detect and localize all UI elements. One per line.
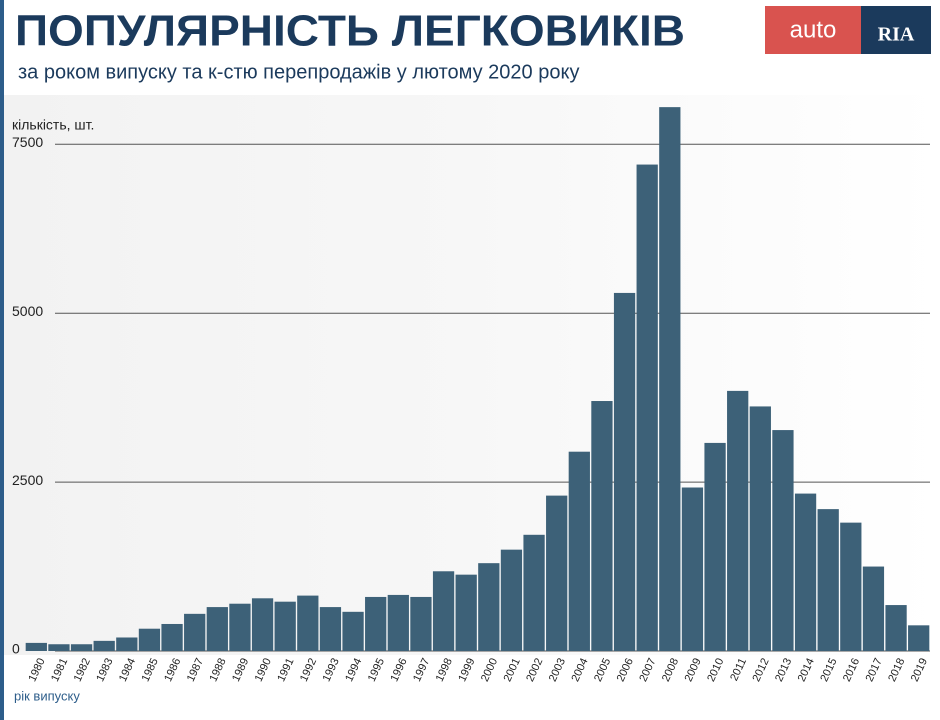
- chart-title: ПОПУЛЯРНІСТЬ ЛЕГКОВИКІВ: [15, 7, 685, 56]
- bar: [749, 406, 771, 651]
- bar: [93, 640, 115, 651]
- bar: [727, 390, 749, 651]
- bar: [297, 595, 319, 651]
- x-tick-label: 1981: [49, 656, 70, 683]
- x-tick-label: 2008: [660, 656, 681, 683]
- x-tick-label: 1988: [207, 656, 228, 683]
- x-tick-label: 1996: [388, 656, 409, 683]
- bar: [48, 644, 70, 651]
- x-tick-label: 1982: [72, 656, 93, 683]
- x-tick-label: 2007: [637, 656, 658, 683]
- bar: [251, 598, 274, 651]
- x-tick-label: 1994: [343, 656, 364, 683]
- bar: [138, 628, 161, 651]
- bar: [817, 509, 839, 651]
- x-tick-label: 1980: [26, 656, 47, 683]
- x-tick-label: 2004: [569, 656, 590, 683]
- x-tick-label: 1989: [230, 656, 251, 683]
- y-tick-label: 5000: [12, 303, 43, 319]
- x-tick-label: 2003: [547, 656, 568, 683]
- x-tick-label: 1998: [434, 656, 455, 683]
- bar: [500, 549, 523, 651]
- x-tick-label: 2014: [796, 656, 817, 683]
- bar: [387, 594, 409, 651]
- x-tick-label: 1985: [140, 656, 161, 683]
- bar: [568, 451, 590, 651]
- x-tick-label: 2005: [592, 656, 613, 683]
- bar: [25, 642, 47, 651]
- logo-text: auto: [790, 16, 837, 43]
- x-tick-label: 2017: [864, 656, 885, 683]
- bar: [546, 495, 568, 651]
- x-tick-label: 2000: [479, 656, 500, 683]
- x-tick-label: 1990: [253, 656, 274, 683]
- x-tick-label: 1986: [162, 656, 183, 683]
- x-tick-label: 2010: [705, 656, 726, 683]
- bar: [523, 534, 545, 651]
- bar: [365, 596, 387, 651]
- x-tick-label: 1997: [411, 656, 432, 683]
- bar: [432, 571, 455, 651]
- bar: [455, 574, 477, 651]
- x-tick-label: 1983: [94, 656, 115, 683]
- logo-left: [765, 6, 861, 54]
- x-tick-label: 2009: [683, 656, 704, 683]
- x-tick-label: 2006: [615, 656, 636, 683]
- bar: [772, 430, 794, 651]
- logo-text: RIA: [878, 24, 915, 46]
- x-tick-label: 2011: [728, 656, 749, 683]
- y-tick-label: 2500: [12, 472, 43, 488]
- x-tick-label: 1984: [117, 656, 138, 683]
- bar: [681, 487, 704, 651]
- bar: [161, 623, 183, 651]
- x-tick-label: 1999: [456, 656, 477, 683]
- bar: [908, 625, 930, 651]
- bar: [478, 563, 500, 651]
- bar: [206, 607, 228, 651]
- bar: [591, 401, 613, 651]
- x-tick-label: 2018: [886, 656, 907, 683]
- y-axis-label: кількість, шт.: [12, 117, 94, 133]
- bar: [410, 596, 432, 651]
- x-tick-label: 1993: [321, 656, 342, 683]
- x-tick-label: 2001: [502, 656, 523, 683]
- bar: [229, 603, 251, 651]
- x-tick-label: 1987: [185, 656, 206, 683]
- x-tick-label: 1991: [275, 656, 296, 683]
- logo-right: [861, 6, 931, 54]
- bar: [885, 605, 907, 651]
- chart-subtitle: за роком випуску та к-стю перепродажів у…: [18, 61, 579, 83]
- bar: [840, 522, 862, 651]
- x-tick-label: 2019: [909, 656, 930, 683]
- y-tick-label: 7500: [12, 134, 43, 150]
- bar: [274, 601, 296, 651]
- bar: [342, 611, 364, 651]
- x-tick-label: 2016: [841, 656, 862, 683]
- x-tick-label: 2002: [524, 656, 545, 683]
- bar: [70, 644, 93, 651]
- bar: [636, 164, 658, 651]
- bar: [659, 107, 681, 651]
- x-tick-label: 2012: [750, 656, 771, 683]
- bar: [794, 493, 817, 651]
- bar: [704, 442, 726, 651]
- bar: [613, 292, 636, 651]
- x-tick-label: 2015: [818, 656, 839, 683]
- bar: [184, 613, 206, 651]
- x-tick-label: 1995: [366, 656, 387, 683]
- side-stripe: [0, 0, 4, 720]
- x-tick-label: 2013: [773, 656, 794, 683]
- x-tick-label: 1992: [298, 656, 319, 683]
- bar: [862, 566, 885, 651]
- bar: [319, 607, 342, 651]
- y-tick-label: 0: [12, 641, 20, 657]
- x-axis-label: рік випуску: [14, 688, 80, 703]
- bar: [116, 637, 138, 651]
